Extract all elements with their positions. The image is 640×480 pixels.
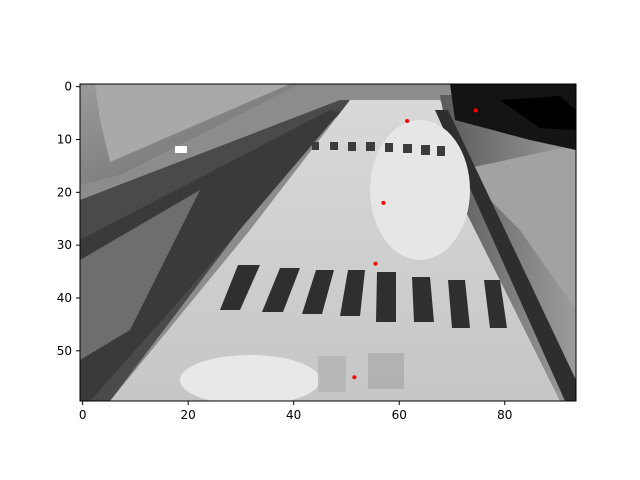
y-tick-label: 30 bbox=[57, 238, 72, 252]
overlay-points bbox=[352, 108, 478, 380]
x-tick-label: 60 bbox=[392, 408, 407, 422]
overlay-point bbox=[405, 118, 410, 123]
x-tick-label: 0 bbox=[79, 408, 87, 422]
y-tick-label: 50 bbox=[57, 344, 72, 358]
x-tick-label: 20 bbox=[181, 408, 196, 422]
overlay-point bbox=[473, 108, 478, 113]
y-tick-label: 0 bbox=[64, 80, 72, 94]
overlay-point bbox=[373, 261, 378, 266]
x-tick-label: 80 bbox=[497, 408, 512, 422]
axes-frame bbox=[79, 83, 577, 402]
x-tick-label: 40 bbox=[286, 408, 301, 422]
y-tick-label: 40 bbox=[57, 291, 72, 305]
y-tick-label: 10 bbox=[57, 132, 72, 146]
overlay-point bbox=[381, 200, 386, 205]
camera-image bbox=[80, 84, 576, 401]
y-tick-label: 20 bbox=[57, 185, 72, 199]
overlay-point bbox=[352, 375, 357, 380]
axis-ticks: 0 20 40 60 80 0 10 20 30 40 50 bbox=[57, 80, 513, 422]
